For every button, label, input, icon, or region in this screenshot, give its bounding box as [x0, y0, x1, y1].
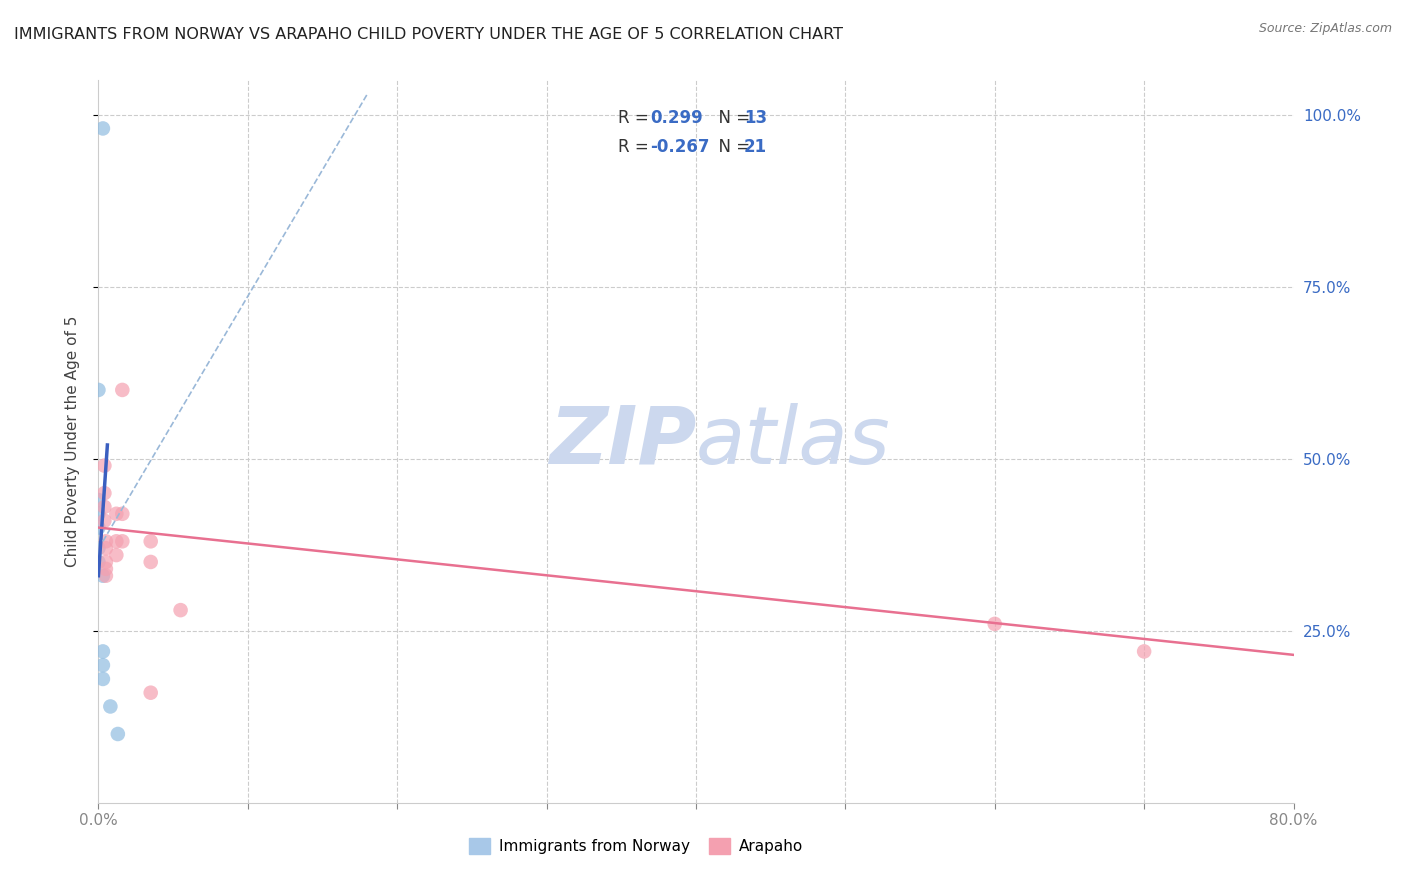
Text: N =: N =: [709, 138, 755, 156]
Point: [87, 507, 110, 521]
Point: [105, 548, 128, 562]
Point: [94, 541, 117, 556]
Point: [87, 541, 110, 556]
Point: [93, 500, 115, 514]
Point: [91, 644, 114, 658]
Point: [94, 568, 117, 582]
Point: [98, 699, 122, 714]
Text: Source: ZipAtlas.com: Source: ZipAtlas.com: [1258, 22, 1392, 36]
Point: [105, 507, 128, 521]
Point: [87, 555, 110, 569]
Point: [111, 383, 134, 397]
Point: [139, 686, 162, 700]
Point: [91, 121, 114, 136]
Text: 13: 13: [744, 109, 766, 128]
Point: [105, 534, 128, 549]
Point: [93, 458, 115, 473]
Point: [139, 534, 162, 549]
Point: [139, 555, 162, 569]
Point: [107, 727, 129, 741]
Text: R =: R =: [619, 138, 654, 156]
Point: [93, 514, 115, 528]
Point: [169, 603, 191, 617]
Point: [111, 534, 134, 549]
Text: 0.299: 0.299: [651, 109, 703, 128]
Text: 21: 21: [744, 138, 766, 156]
Point: [87, 383, 110, 397]
Point: [91, 568, 114, 582]
Point: [87, 520, 110, 534]
Point: [1133, 644, 1156, 658]
Point: [94, 555, 117, 569]
Point: [111, 507, 134, 521]
Text: N =: N =: [709, 109, 755, 128]
Text: -0.267: -0.267: [651, 138, 710, 156]
Point: [94, 562, 117, 576]
Legend: Immigrants from Norway, Arapaho: Immigrants from Norway, Arapaho: [463, 832, 810, 860]
Point: [91, 658, 114, 673]
Point: [91, 672, 114, 686]
Text: atlas: atlas: [696, 402, 891, 481]
Y-axis label: Child Poverty Under the Age of 5: Child Poverty Under the Age of 5: [65, 316, 80, 567]
Point: [94, 534, 117, 549]
Point: [93, 486, 115, 500]
Text: R =: R =: [619, 109, 654, 128]
Text: ZIP: ZIP: [548, 402, 696, 481]
Point: [87, 493, 110, 508]
Point: [984, 616, 1007, 631]
Text: IMMIGRANTS FROM NORWAY VS ARAPAHO CHILD POVERTY UNDER THE AGE OF 5 CORRELATION C: IMMIGRANTS FROM NORWAY VS ARAPAHO CHILD …: [14, 27, 844, 42]
